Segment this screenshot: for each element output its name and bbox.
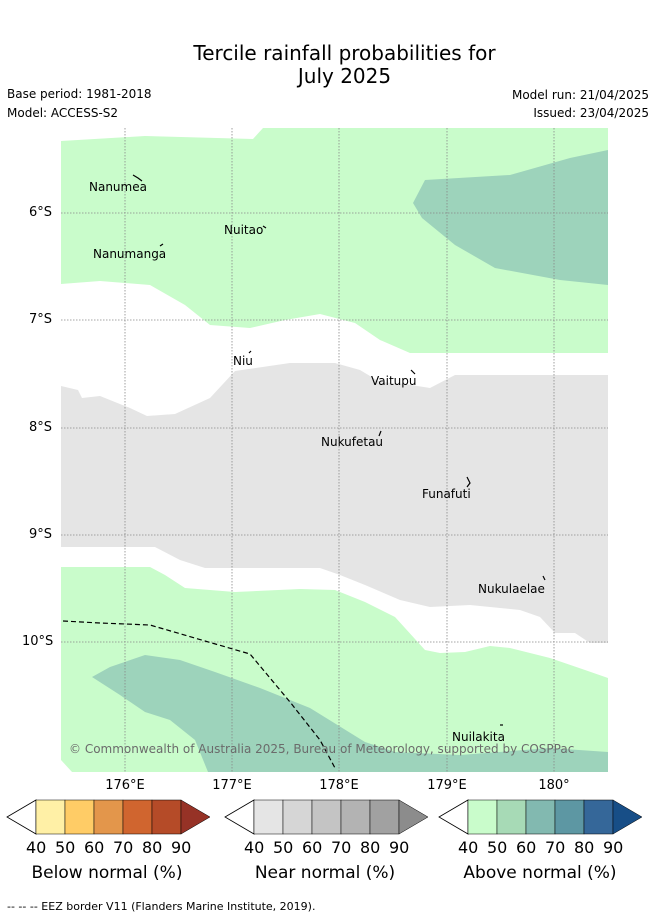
colorbar-near-tick-90: 90 (389, 838, 410, 857)
colorbar-above-low-extension (438, 799, 469, 835)
colorbar-above-swatch-70 (554, 799, 585, 835)
lon-label-177e: 177°E (212, 778, 252, 793)
colorbar-above-tick-50: 50 (487, 838, 508, 857)
colorbar-near-tick-50: 50 (273, 838, 294, 857)
colorbar-below-swatch-60 (93, 799, 124, 835)
lat-label-7s: 7°S (29, 312, 53, 327)
model-run: Model run: 21/04/2025 (511, 88, 649, 102)
colorbar-near-swatch-60 (311, 799, 342, 835)
place-label-nanumea: Nanumea (89, 180, 147, 194)
colorbar-above-normal (438, 799, 643, 835)
base-period: Base period: 1981-2018 (7, 87, 152, 101)
colorbar-above-swatch-50 (496, 799, 527, 835)
colorbar-below-label: Below normal (%) (31, 863, 183, 883)
map-title-line2: July 2025 (297, 64, 392, 88)
colorbar-below-swatch-90 (180, 799, 211, 835)
colorbar-below-swatch-40 (35, 799, 66, 835)
colorbar-below-tick-40: 40 (26, 838, 47, 857)
place-label-nuilakita: Nuilakita (452, 730, 505, 744)
colorbar-above-tick-70: 70 (545, 838, 566, 857)
lon-label-178e: 178°E (319, 778, 359, 793)
colorbar-below-low-extension (6, 799, 37, 835)
copyright-notice: © Commonwealth of Australia 2025, Bureau… (69, 742, 575, 756)
colorbar-near-low-extension (224, 799, 255, 835)
colorbar-below-normal (6, 799, 211, 835)
colorbar-above-swatch-40 (467, 799, 498, 835)
place-label-nuitao: Nuitao (224, 223, 264, 237)
colorbar-below-ticks: 40 50 60 70 80 90 (0, 838, 655, 858)
colorbar-near-swatch-50 (282, 799, 313, 835)
graticule (61, 128, 608, 772)
lat-label-9s: 9°S (29, 527, 53, 542)
colorbar-below-swatch-70 (122, 799, 153, 835)
colorbar-near-swatch-70 (340, 799, 371, 835)
colorbar-below-tick-60: 60 (84, 838, 105, 857)
lat-label-8s: 8°S (29, 420, 53, 435)
issued-date: Issued: 23/04/2025 (533, 106, 649, 120)
colorbar-near-label: Near normal (%) (254, 863, 396, 883)
colorbar-above-tick-40: 40 (458, 838, 479, 857)
colorbar-near-swatch-80 (369, 799, 400, 835)
colorbar-above-swatch-90 (612, 799, 643, 835)
colorbar-near-tick-70: 70 (331, 838, 352, 857)
islands (132, 174, 546, 726)
place-label-nanumanga: Nanumanga (93, 247, 167, 261)
model-name: Model: ACCESS-S2 (7, 106, 119, 120)
lat-label-10s: 10°S (22, 634, 54, 649)
colorbar-above-tick-90: 90 (603, 838, 624, 857)
colorbar-below-tick-50: 50 (55, 838, 76, 857)
above-normal-50-region-north (413, 150, 608, 285)
place-label-niu: Niu (233, 354, 253, 368)
near-normal-40-region (61, 363, 608, 643)
colorbar-near-tick-80: 80 (360, 838, 381, 857)
place-label-funafuti: Funafuti (422, 487, 471, 501)
colorbar-near-tick-60: 60 (302, 838, 323, 857)
colorbars (6, 799, 643, 835)
colorbar-below-tick-80: 80 (142, 838, 163, 857)
colorbar-above-label: Above normal (%) (463, 863, 617, 883)
colorbar-above-tick-60: 60 (516, 838, 537, 857)
colorbar-above-tick-80: 80 (574, 838, 595, 857)
colorbar-below-tick-90: 90 (171, 838, 192, 857)
place-label-nukulaelae: Nukulaelae (478, 582, 545, 596)
lon-label-179e: 179°E (427, 778, 467, 793)
lon-label-180: 180° (538, 778, 570, 793)
colorbar-below-swatch-80 (151, 799, 182, 835)
colorbar-near-normal (224, 799, 429, 835)
colorbar-above-swatch-60 (525, 799, 556, 835)
above-normal-50-region-south (92, 655, 608, 772)
colorbar-below-swatch-50 (64, 799, 95, 835)
colorbar-above-swatch-80 (583, 799, 614, 835)
eez-legend-footnote: -- -- -- EEZ border V11 (Flanders Marine… (7, 900, 316, 913)
place-label-vaitupu: Vaitupu (371, 374, 417, 388)
colorbar-below-tick-70: 70 (113, 838, 134, 857)
place-label-nukufetau: Nukufetau (321, 435, 384, 449)
colorbar-near-tick-40: 40 (244, 838, 265, 857)
colorbar-above-ticks: 40 50 60 70 80 90 (0, 838, 655, 858)
map-title-line1: Tercile rainfall probabilities for (193, 41, 496, 65)
colorbar-near-swatch-40 (253, 799, 284, 835)
lon-label-176e: 176°E (105, 778, 145, 793)
colorbar-near-swatch-90 (398, 799, 429, 835)
lat-label-6s: 6°S (29, 205, 53, 220)
colorbar-near-ticks: 40 50 60 70 80 90 (0, 838, 655, 858)
